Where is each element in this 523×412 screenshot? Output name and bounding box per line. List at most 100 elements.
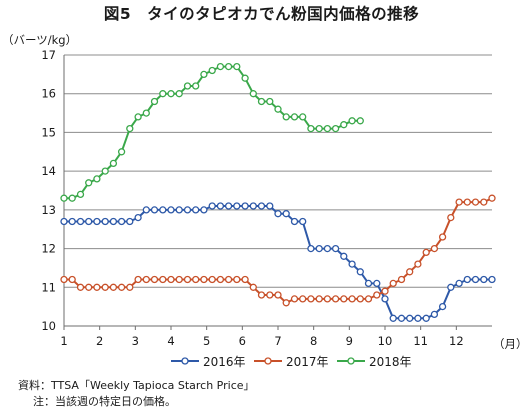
data-point	[331, 124, 340, 133]
data-point	[266, 202, 274, 210]
data-point	[192, 206, 200, 214]
data-point	[233, 202, 241, 210]
data-point	[167, 206, 175, 214]
data-point	[307, 244, 315, 253]
series-1	[60, 194, 496, 307]
data-point	[249, 90, 257, 98]
data-point	[134, 113, 142, 121]
data-point	[290, 217, 299, 226]
footnotes: 資料：TTSA「Weekly Tapioca Starch Price」 注：当…	[18, 378, 255, 410]
data-point	[233, 62, 241, 71]
series-0	[60, 202, 496, 322]
x-tick-label: 6	[239, 334, 246, 348]
data-point	[241, 275, 249, 284]
data-point	[422, 314, 430, 322]
data-point	[364, 279, 373, 288]
legend-swatch-2016	[171, 357, 199, 365]
data-point	[455, 279, 463, 288]
legend-item-2018: 2018年	[336, 352, 412, 370]
data-point	[364, 295, 373, 303]
data-point	[175, 90, 183, 98]
data-point	[315, 244, 323, 253]
data-point	[134, 213, 142, 222]
data-point	[249, 283, 257, 291]
data-point	[323, 244, 332, 253]
data-point	[257, 291, 266, 299]
data-point	[463, 275, 471, 284]
data-point	[389, 314, 397, 322]
data-point	[282, 113, 290, 121]
data-point	[249, 202, 257, 210]
data-point	[216, 202, 225, 210]
data-point	[430, 244, 439, 253]
data-point	[68, 275, 76, 284]
data-point	[274, 210, 282, 218]
data-point	[126, 283, 134, 291]
legend-label-2016: 2016年	[203, 354, 246, 369]
data-point	[266, 97, 274, 106]
data-point	[331, 295, 340, 303]
gridlines	[64, 54, 492, 288]
data-point	[241, 202, 249, 210]
data-point	[315, 124, 323, 133]
data-point	[224, 202, 233, 210]
data-point	[208, 202, 216, 210]
x-tick-label: 3	[132, 334, 139, 348]
y-tick-label: 10	[41, 319, 56, 333]
data-point	[348, 117, 356, 125]
data-point	[455, 198, 463, 206]
data-point	[175, 275, 183, 284]
data-point	[307, 124, 315, 133]
data-point	[85, 179, 93, 187]
data-point	[471, 275, 480, 284]
legend-item-2016: 2016年	[170, 352, 246, 370]
data-point	[93, 283, 101, 291]
y-axis-unit-label: （バーツ/kg）	[2, 33, 78, 47]
data-point	[447, 283, 455, 291]
data-point	[150, 206, 159, 214]
data-point	[340, 252, 348, 260]
data-point	[101, 217, 109, 226]
source-note: 資料：TTSA「Weekly Tapioca Starch Price」	[18, 379, 255, 392]
data-point	[274, 291, 282, 299]
data-point	[323, 295, 332, 303]
data-point	[290, 113, 299, 121]
data-point	[488, 194, 496, 202]
data-point	[266, 291, 274, 299]
data-point	[183, 275, 192, 284]
data-point	[200, 206, 208, 214]
y-tick-label: 13	[41, 203, 56, 217]
data-point	[348, 295, 356, 303]
data-point	[117, 148, 126, 156]
data-point	[76, 217, 85, 226]
data-point	[183, 82, 192, 90]
data-point	[282, 299, 290, 307]
data-point	[134, 275, 142, 284]
data-point	[85, 283, 93, 291]
data-point	[60, 217, 68, 226]
data-point	[480, 275, 488, 284]
data-point	[208, 275, 216, 284]
chart-title: 図5 タイのタピオカでん粉国内価格の推移	[103, 5, 420, 23]
y-tick-label: 11	[41, 280, 56, 294]
data-point	[356, 295, 364, 303]
data-point	[150, 97, 159, 106]
data-point	[397, 314, 406, 322]
data-point	[290, 295, 299, 303]
data-point	[192, 82, 200, 90]
data-point	[331, 244, 340, 253]
data-point	[480, 198, 488, 206]
data-point	[216, 275, 225, 284]
data-point	[167, 90, 175, 98]
data-point	[101, 283, 109, 291]
data-point	[117, 283, 126, 291]
data-point	[192, 275, 200, 284]
y-tick-label: 12	[41, 242, 56, 256]
x-tick-label: 9	[346, 334, 353, 348]
data-point	[208, 66, 216, 75]
data-point	[142, 109, 150, 117]
data-point	[109, 283, 118, 291]
data-point	[381, 295, 389, 303]
y-tick-label: 14	[41, 164, 56, 178]
data-point	[463, 198, 471, 206]
